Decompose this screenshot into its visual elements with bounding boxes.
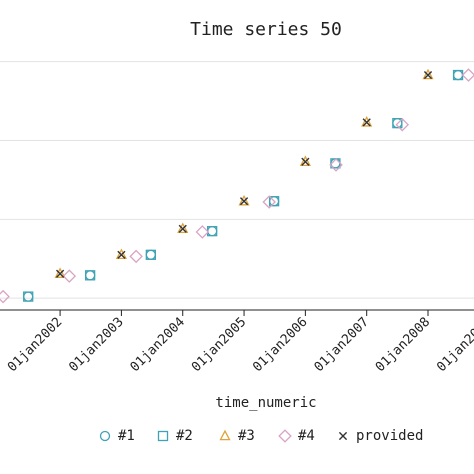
point bbox=[422, 68, 434, 80]
point bbox=[395, 117, 410, 132]
point bbox=[115, 248, 127, 260]
point bbox=[362, 118, 371, 127]
point bbox=[117, 250, 126, 259]
point bbox=[361, 116, 373, 127]
x-tick-label: 01jan2005 bbox=[189, 315, 249, 375]
legend-marker bbox=[278, 429, 292, 443]
point bbox=[452, 69, 464, 81]
point bbox=[55, 269, 65, 278]
point bbox=[177, 222, 189, 234]
point bbox=[178, 224, 187, 233]
point bbox=[145, 249, 156, 260]
legend-label: provided bbox=[356, 428, 423, 444]
legend-label: #3 bbox=[238, 428, 255, 444]
point bbox=[301, 157, 310, 166]
legend-marker bbox=[219, 429, 231, 441]
x-tick-label: 01jan2009 bbox=[434, 315, 474, 375]
point bbox=[207, 226, 218, 237]
legend-label: #2 bbox=[176, 428, 193, 444]
x-axis-label: time_numeric bbox=[215, 395, 316, 411]
point bbox=[62, 269, 77, 283]
x-tick-label: 01jan2007 bbox=[312, 315, 372, 375]
x-tick-label: 01jan2008 bbox=[373, 315, 433, 375]
point bbox=[262, 195, 276, 209]
chart-title: Time series 50 bbox=[190, 19, 342, 40]
point bbox=[299, 155, 311, 167]
point bbox=[0, 289, 10, 304]
point bbox=[84, 270, 96, 281]
point bbox=[23, 291, 34, 302]
x-tick-label: 01jan2006 bbox=[250, 315, 310, 375]
x-tick-label: 01jan2002 bbox=[5, 315, 65, 375]
point bbox=[268, 196, 280, 207]
x-tick-label: 01jan2004 bbox=[128, 315, 189, 376]
point bbox=[129, 249, 143, 264]
legend-marker bbox=[157, 430, 169, 442]
point bbox=[145, 249, 156, 260]
point bbox=[195, 225, 210, 239]
point bbox=[23, 291, 34, 302]
x-tick-label: 01jan2003 bbox=[66, 315, 126, 375]
legend-marker bbox=[338, 431, 348, 441]
point bbox=[461, 68, 474, 82]
point bbox=[423, 70, 433, 80]
point bbox=[238, 194, 250, 206]
point bbox=[329, 158, 343, 172]
point bbox=[392, 117, 403, 129]
point bbox=[84, 270, 96, 281]
legend-marker bbox=[99, 430, 111, 442]
legend-label: #4 bbox=[298, 428, 315, 444]
legend-label: #1 bbox=[118, 428, 135, 444]
point bbox=[239, 197, 249, 206]
point bbox=[54, 267, 66, 278]
